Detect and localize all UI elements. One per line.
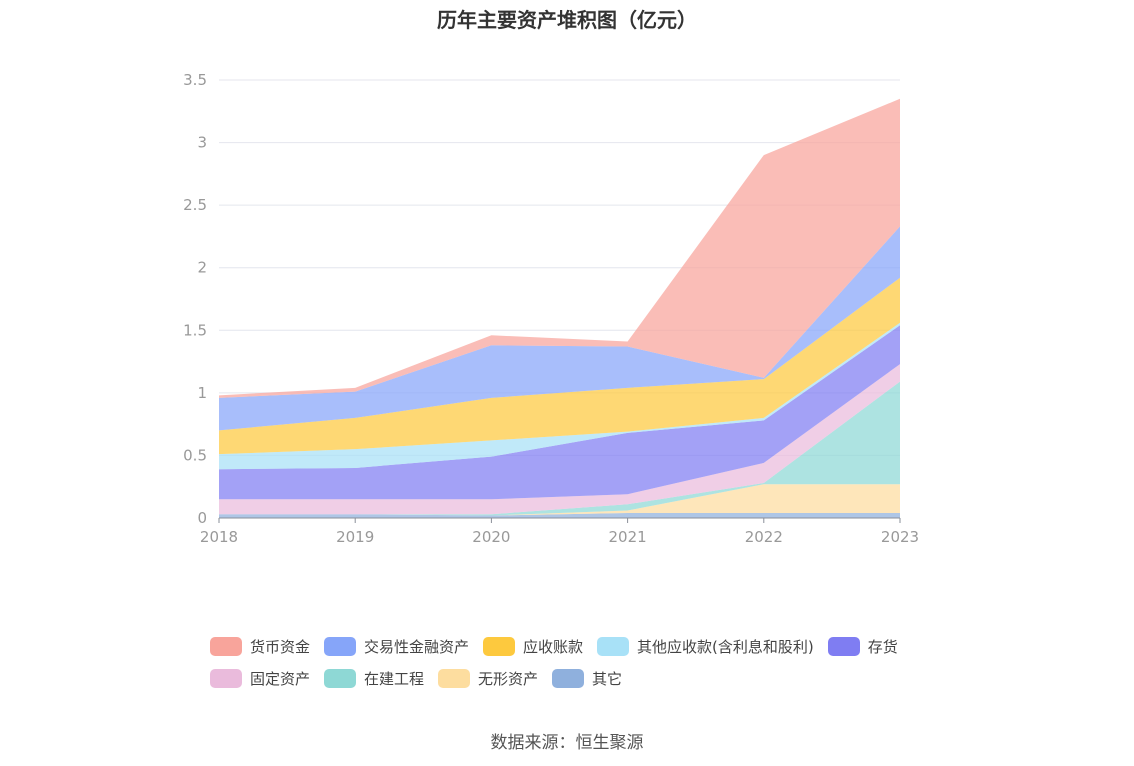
- chart-title: 历年主要资产堆积图（亿元）: [437, 8, 697, 32]
- legend-item[interactable]: 固定资产: [210, 668, 310, 689]
- y-tick-label: 0: [197, 509, 207, 527]
- y-tick-label: 3: [197, 134, 207, 152]
- legend: 货币资金 交易性金融资产 应收账款 其他应收款(含利息和股利) 存货 固定资产 在建工程 无…: [210, 630, 950, 694]
- legend-row: 固定资产 在建工程 无形资产 其它: [210, 662, 950, 694]
- data-source: 数据来源：恒生聚源: [490, 733, 644, 753]
- x-tick-label: 2018: [200, 528, 238, 546]
- legend-item[interactable]: 在建工程: [324, 668, 424, 689]
- legend-item[interactable]: 应收账款: [483, 636, 583, 657]
- legend-swatch: [324, 636, 357, 656]
- legend-label: 货币资金: [250, 637, 311, 656]
- area-series: [219, 98, 900, 518]
- legend-swatch: [438, 668, 471, 688]
- legend-label: 无形资产: [478, 669, 539, 688]
- y-tick-label: 3.5: [183, 71, 207, 89]
- legend-swatch: [597, 636, 630, 656]
- legend-row: 货币资金 交易性金融资产 应收账款 其他应收款(含利息和股利) 存货: [210, 630, 950, 662]
- legend-label: 应收账款: [523, 637, 584, 656]
- y-tick-label: 1: [197, 384, 207, 402]
- legend-item[interactable]: 其它: [552, 668, 622, 689]
- x-tick-label: 2021: [609, 528, 647, 546]
- axes: 0 0.5 1 1.5 2 2.5 3 3.5 2018 2019 2020 2021 2022 2023: [183, 71, 919, 546]
- legend-swatch: [210, 668, 242, 688]
- legend-item[interactable]: 交易性金融资产: [324, 636, 469, 657]
- area-series-5: [219, 322, 900, 470]
- area-series-7: [219, 226, 900, 431]
- legend-item[interactable]: 无形资产: [438, 668, 538, 689]
- x-tick-label: 2020: [472, 528, 510, 546]
- area-series-1: [219, 484, 900, 516]
- legend-label: 其它: [592, 669, 623, 688]
- area-series-3: [219, 364, 900, 515]
- legend-item[interactable]: 其他应收款(含利息和股利): [597, 636, 814, 657]
- legend-label: 交易性金融资产: [364, 637, 470, 656]
- y-tick-label: 2.5: [183, 196, 207, 214]
- legend-label: 在建工程: [364, 669, 425, 688]
- y-tick-label: 2: [197, 259, 207, 277]
- legend-swatch: [324, 668, 357, 688]
- y-tick-label: 0.5: [183, 446, 207, 464]
- legend-item[interactable]: 存货: [827, 636, 898, 657]
- legend-swatch: [552, 668, 585, 688]
- legend-item[interactable]: 货币资金: [210, 636, 310, 657]
- legend-label: 固定资产: [250, 669, 311, 688]
- legend-label: 存货: [867, 637, 898, 656]
- legend-label: 其他应收款(含利息和股利): [637, 637, 814, 656]
- y-tick-label: 1.5: [183, 321, 207, 339]
- area-series-4: [219, 325, 900, 500]
- x-tick-label: 2022: [745, 528, 783, 546]
- stacked-area-chart: 0 0.5 1 1.5 2 2.5 3 3.5 2018 2019 2020 2021 2022 2023: [183, 71, 919, 546]
- legend-swatch: [827, 636, 860, 656]
- legend-swatch: [483, 636, 516, 656]
- legend-swatch: [210, 636, 242, 656]
- area-series-6: [219, 277, 900, 455]
- area-series-0: [219, 512, 900, 518]
- x-tick-label: 2019: [336, 528, 374, 546]
- x-tick-label: 2023: [881, 528, 919, 546]
- area-series-8: [219, 98, 900, 398]
